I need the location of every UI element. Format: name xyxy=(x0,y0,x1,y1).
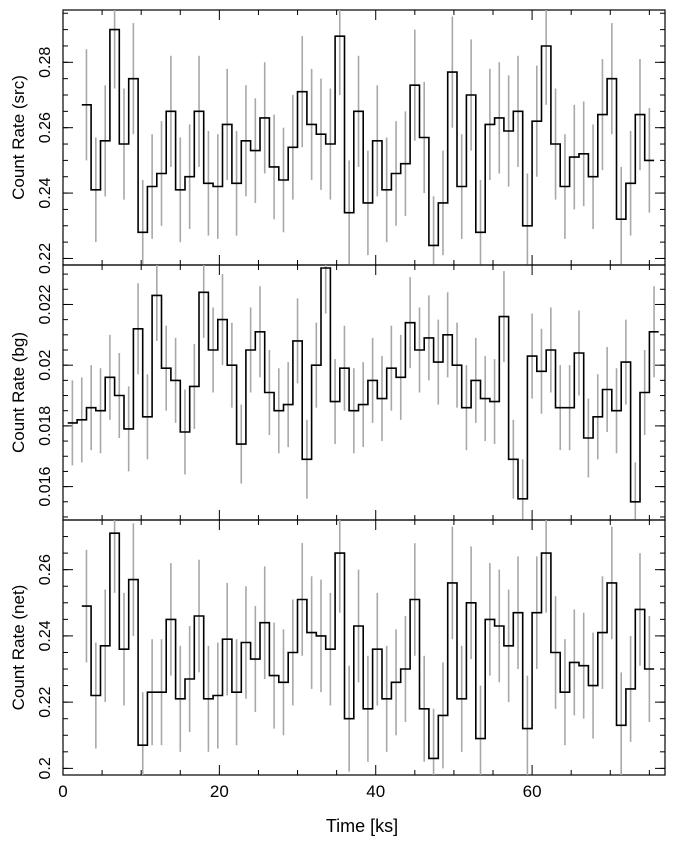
y-tick-label: 0.2 xyxy=(37,757,54,779)
x-tick-label: 20 xyxy=(210,782,229,801)
count-rate-histogram xyxy=(81,532,655,760)
y-tick-label: 0.26 xyxy=(37,112,54,143)
panel-2: 0.016 0.018 0.02 0.022 Count Rate (bg) xyxy=(9,264,666,521)
x-axis-title: Time [ks] xyxy=(326,816,398,836)
y-tick-label: 0.24 xyxy=(37,177,54,208)
y-axis-title: Count Rate (net) xyxy=(9,585,28,711)
panel-3: 0.2 0.22 0.24 0.26 Count Rate (net) 0 20 40 60 xyxy=(9,519,666,801)
y-tick-label: 0.28 xyxy=(37,47,54,78)
y-tick-label: 0.22 xyxy=(37,686,54,717)
x-tick-label: 60 xyxy=(523,782,542,801)
x-tick-label: 0 xyxy=(58,782,67,801)
y-axis-title: Count Rate (src) xyxy=(9,75,28,200)
count-rate-histogram xyxy=(67,267,659,503)
panel-frame xyxy=(62,519,666,776)
x-tick-label: 40 xyxy=(366,782,385,801)
y-tick-label: 0.24 xyxy=(37,620,54,651)
count-rate-histogram xyxy=(81,28,655,247)
y-tick-label: 0.26 xyxy=(37,554,54,585)
y-tick-label: 0.02 xyxy=(37,350,54,381)
y-tick-label: 0.018 xyxy=(37,406,54,446)
y-tick-label: 0.22 xyxy=(37,243,54,274)
y-tick-label: 0.016 xyxy=(37,466,54,506)
panel-1: 0.22 0.24 0.26 0.28 Count Rate (src) xyxy=(9,9,666,274)
y-tick-label: 0.022 xyxy=(37,284,54,324)
y-axis-title: Count Rate (bg) xyxy=(9,332,28,453)
